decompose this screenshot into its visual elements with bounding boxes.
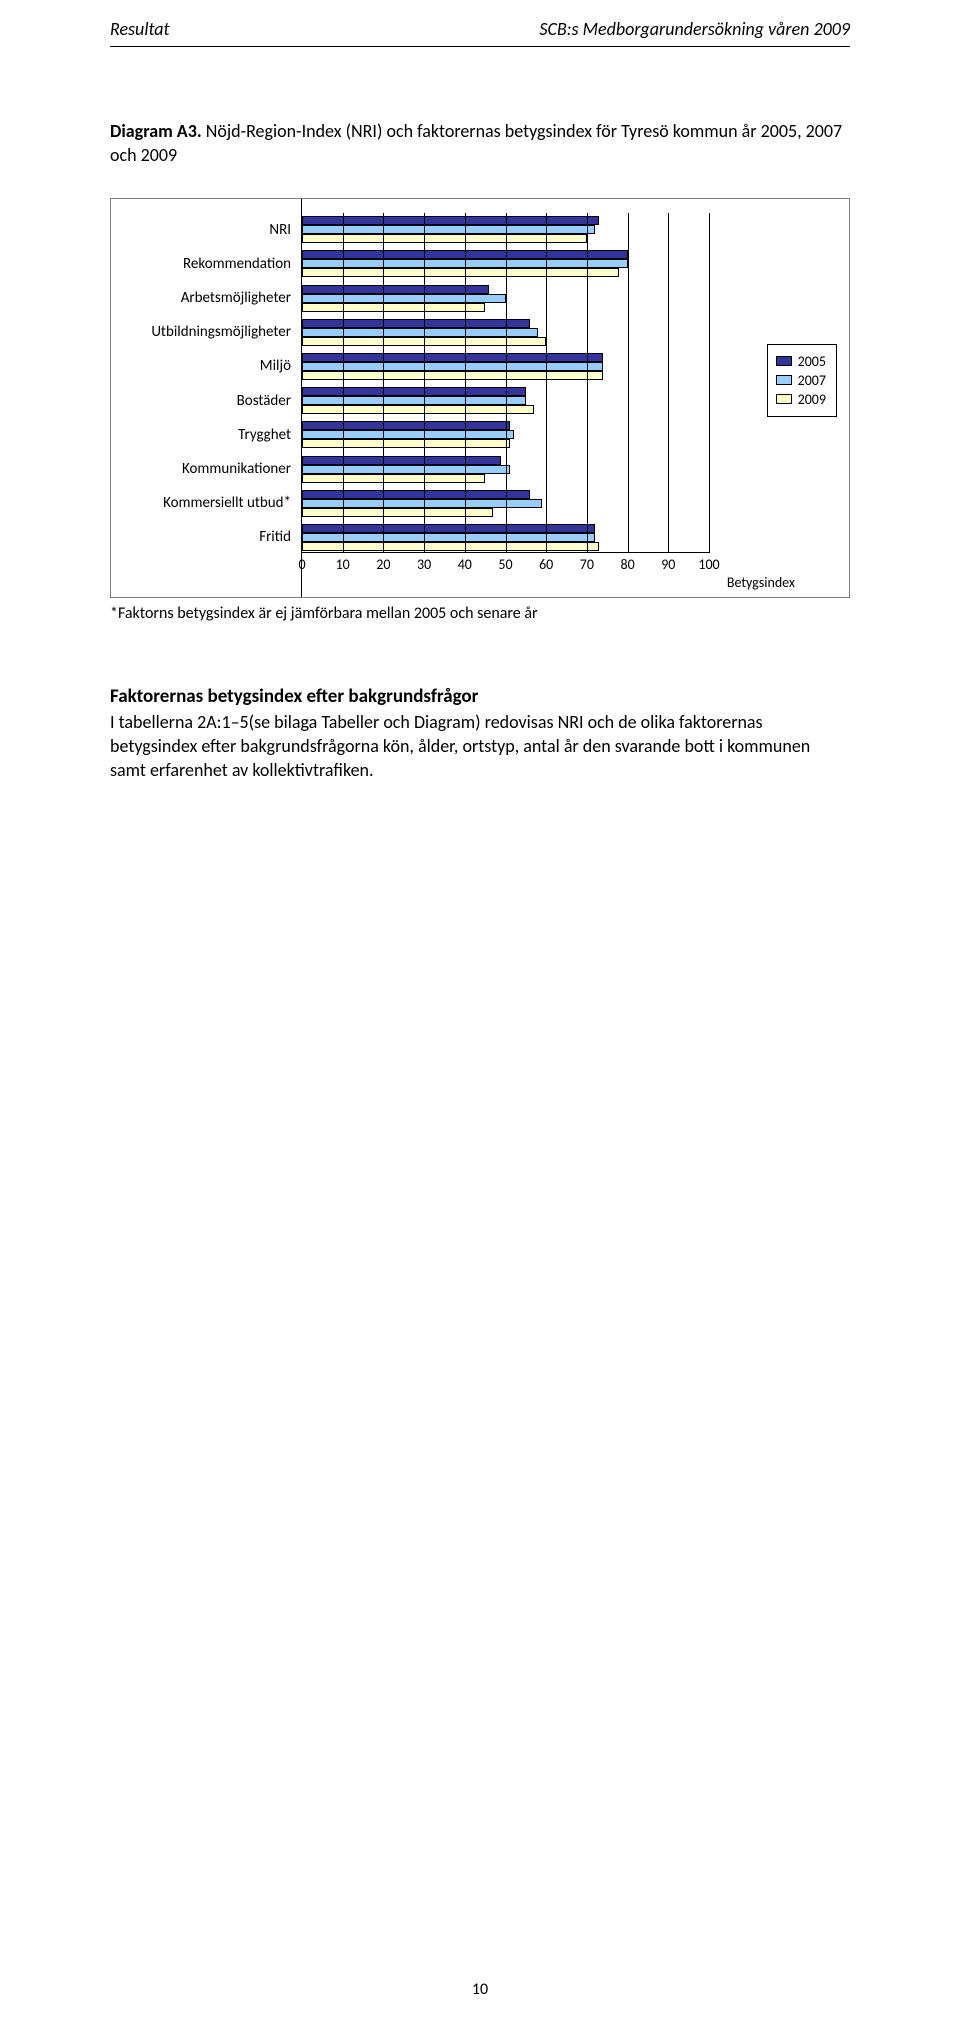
chart-category-label: Kommersiellt utbud*	[163, 494, 291, 512]
chart-gridline	[709, 213, 710, 553]
legend-label: 2007	[798, 372, 826, 389]
chart-category-label: Rekommendation	[183, 255, 291, 273]
chart-bar	[302, 387, 526, 396]
chart-gridline	[424, 213, 425, 553]
chart-bar	[302, 405, 534, 414]
chart-bar	[302, 396, 526, 405]
chart-bar	[302, 285, 489, 294]
bar-chart: NRI Rekommendation Arbetsmöjligheter Utbild…	[110, 198, 850, 598]
chart-bar	[302, 490, 530, 499]
chart-x-tick: 50	[498, 556, 512, 573]
chart-category-label: Utbildningsmöjligheter	[151, 323, 291, 341]
chart-gridline	[546, 213, 547, 553]
chart-bar	[302, 465, 510, 474]
chart-category-label: Bostäder	[237, 392, 291, 410]
chart-x-tick: 70	[580, 556, 594, 573]
chart-bar	[302, 439, 510, 448]
legend-swatch	[776, 394, 792, 404]
diagram-label: Diagram A3.	[110, 120, 202, 142]
chart-bar	[302, 421, 510, 430]
chart-gridline	[587, 213, 588, 553]
section-title: Faktorernas betygsindex efter bakgrundsf…	[110, 685, 850, 708]
chart-bar	[302, 524, 595, 533]
header-right: SCB:s Medborgarundersökning våren 2009	[539, 18, 850, 40]
header-left: Resultat	[110, 18, 170, 40]
chart-category-label: Fritid	[259, 528, 291, 546]
legend-item: 2005	[776, 353, 826, 370]
chart-x-tick: 90	[661, 556, 675, 573]
chart-bar	[302, 533, 595, 542]
chart-x-tick: 0	[298, 556, 305, 573]
chart-bar	[302, 542, 599, 551]
chart-gridline	[383, 213, 384, 553]
chart-plot-area: Betygsindex 0102030405060708090100	[301, 199, 709, 597]
chart-gridline	[465, 213, 466, 553]
chart-gridline	[343, 213, 344, 553]
chart-x-tick: 100	[698, 556, 719, 573]
legend-item: 2009	[776, 391, 826, 408]
chart-x-label: Betygsindex	[727, 574, 795, 591]
chart-gridline	[506, 213, 507, 553]
content-area: Diagram A3. Nöjd-Region-Index (NRI) och …	[0, 119, 960, 782]
legend-label: 2009	[798, 391, 826, 408]
chart-x-tick: 40	[458, 556, 472, 573]
chart-bar	[302, 328, 538, 337]
chart-bar	[302, 456, 501, 465]
page-header: Resultat SCB:s Medborgarundersökning vår…	[110, 0, 850, 47]
chart-footnote: *Faktorns betygsindex är ej jämförbara m…	[110, 604, 850, 623]
legend-swatch	[776, 375, 792, 385]
chart-bar	[302, 268, 619, 277]
chart-category-label: NRI	[269, 221, 291, 239]
chart-bar	[302, 216, 599, 225]
chart-x-tick: 10	[336, 556, 350, 573]
chart-bar	[302, 225, 595, 234]
chart-bar	[302, 362, 603, 371]
section-body: I tabellerna 2A:1–5(se bilaga Tabeller o…	[110, 710, 850, 783]
chart-category-label: Arbetsmöjligheter	[181, 289, 291, 307]
chart-y-axis: NRI Rekommendation Arbetsmöjligheter Utbild…	[111, 199, 301, 597]
chart-x-tick: 80	[620, 556, 634, 573]
chart-x-tick: 20	[376, 556, 390, 573]
chart-legend: 2005 2007 2009	[767, 344, 837, 417]
chart-x-tick: 60	[539, 556, 553, 573]
diagram-title-text: Nöjd-Region-Index (NRI) och faktorernas …	[110, 120, 842, 166]
chart-bar	[302, 319, 530, 328]
legend-swatch	[776, 356, 792, 366]
chart-category-label: Trygghet	[238, 426, 291, 444]
chart-bar	[302, 234, 587, 243]
chart-x-tick: 30	[417, 556, 431, 573]
chart-gridline	[668, 213, 669, 553]
chart-bar	[302, 474, 485, 483]
chart-bar	[302, 303, 485, 312]
chart-category-label: Miljö	[260, 357, 291, 375]
legend-item: 2007	[776, 372, 826, 389]
legend-label: 2005	[798, 353, 826, 370]
chart-bar	[302, 430, 514, 439]
chart-category-label: Kommunikationer	[182, 460, 291, 478]
chart-gridline	[628, 213, 629, 553]
chart-bar	[302, 371, 603, 380]
chart-bar	[302, 294, 506, 303]
chart-bar	[302, 353, 603, 362]
diagram-title: Diagram A3. Nöjd-Region-Index (NRI) och …	[110, 119, 850, 168]
page-number: 10	[0, 1980, 960, 1999]
